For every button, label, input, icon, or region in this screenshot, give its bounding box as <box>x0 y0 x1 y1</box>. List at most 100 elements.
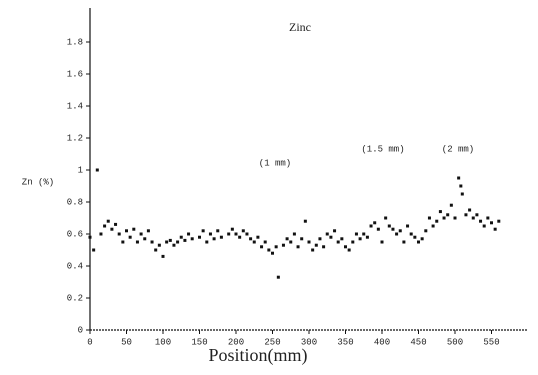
point <box>490 221 493 225</box>
point <box>219 235 223 239</box>
y-tick-label: 1.2 <box>67 133 83 143</box>
point <box>198 235 201 239</box>
point <box>230 227 234 231</box>
point <box>329 235 333 239</box>
point <box>161 254 165 258</box>
point <box>365 235 369 239</box>
point <box>457 176 461 180</box>
x-axis-label: Position(mm) <box>208 345 307 366</box>
chart-title: Zinc <box>289 20 311 34</box>
point <box>384 216 388 220</box>
point <box>409 232 413 236</box>
point <box>227 232 231 236</box>
point <box>438 210 442 214</box>
y-tick-label: 1.4 <box>67 101 83 111</box>
point <box>88 235 92 239</box>
point <box>322 245 326 249</box>
point <box>238 235 242 239</box>
point <box>493 227 497 231</box>
y-tick-label: 0.4 <box>67 261 83 271</box>
point <box>212 237 216 241</box>
point <box>395 232 399 236</box>
point <box>139 232 143 236</box>
y-tick-label: 1.8 <box>67 37 83 47</box>
point <box>449 203 453 207</box>
point <box>482 224 486 228</box>
point <box>460 192 464 196</box>
point <box>128 235 132 239</box>
point <box>132 227 136 231</box>
point <box>442 216 446 220</box>
point <box>95 168 99 172</box>
x-tick-label: 200 <box>228 337 244 347</box>
point <box>168 238 172 242</box>
x-tick-label: 400 <box>374 337 390 347</box>
point <box>300 237 304 241</box>
point <box>125 229 128 233</box>
point <box>318 237 322 241</box>
point <box>281 243 285 247</box>
x-tick-label: 250 <box>264 337 280 347</box>
point <box>176 240 180 244</box>
point <box>417 240 420 244</box>
y-tick-label: 0.6 <box>67 229 83 239</box>
point <box>245 232 249 236</box>
point <box>333 229 337 233</box>
point <box>106 219 110 223</box>
point <box>292 232 296 236</box>
point <box>208 232 212 236</box>
point <box>351 240 355 244</box>
y-tick-label: 0 <box>78 325 83 335</box>
point <box>344 245 347 249</box>
point <box>143 237 147 241</box>
x-tick-label: 450 <box>410 337 426 347</box>
point <box>190 237 194 241</box>
point <box>307 240 311 244</box>
point <box>165 240 169 244</box>
y-axis-label: Zn (%) <box>22 177 54 187</box>
point <box>183 238 187 242</box>
y-tick-label: 0.8 <box>67 197 83 207</box>
point <box>424 229 428 233</box>
point <box>99 232 103 236</box>
point <box>154 248 158 252</box>
point <box>435 219 439 223</box>
x-tick-label: 550 <box>483 337 499 347</box>
point <box>380 240 384 244</box>
point <box>427 216 431 220</box>
point <box>497 219 501 223</box>
point <box>431 224 435 228</box>
x-tick-label: 300 <box>301 337 317 347</box>
point <box>296 245 300 249</box>
point <box>376 227 380 231</box>
point <box>234 232 238 236</box>
point <box>373 221 377 225</box>
x-tick-label: 100 <box>155 337 171 347</box>
point <box>252 240 256 244</box>
point <box>471 216 475 220</box>
point <box>413 235 417 239</box>
point <box>274 245 278 249</box>
point <box>406 224 410 228</box>
point <box>201 229 205 233</box>
point <box>362 232 366 236</box>
point <box>358 237 362 241</box>
x-tick-label: 150 <box>191 337 207 347</box>
point <box>205 240 209 244</box>
point <box>241 229 245 233</box>
point <box>464 213 468 217</box>
point <box>475 213 479 217</box>
point <box>285 237 289 241</box>
point <box>146 229 150 233</box>
point <box>479 219 483 223</box>
point <box>486 216 490 220</box>
point <box>446 213 450 217</box>
point <box>121 240 125 244</box>
y-tick-label: 1 <box>78 165 83 175</box>
point <box>398 229 402 233</box>
point <box>420 237 424 241</box>
point <box>289 240 293 244</box>
point <box>216 229 220 233</box>
point <box>402 240 406 244</box>
